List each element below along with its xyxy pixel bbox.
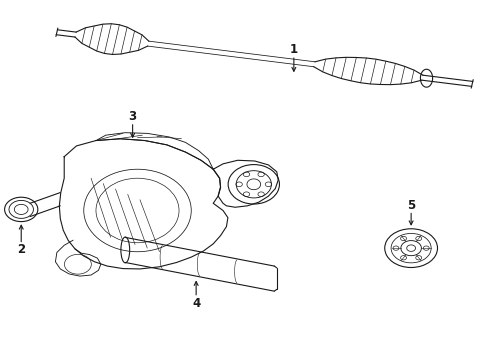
Text: 2: 2 xyxy=(17,243,25,256)
Text: 4: 4 xyxy=(192,297,200,310)
Text: 3: 3 xyxy=(128,110,137,123)
Text: 1: 1 xyxy=(290,43,298,56)
Text: 5: 5 xyxy=(407,199,415,212)
